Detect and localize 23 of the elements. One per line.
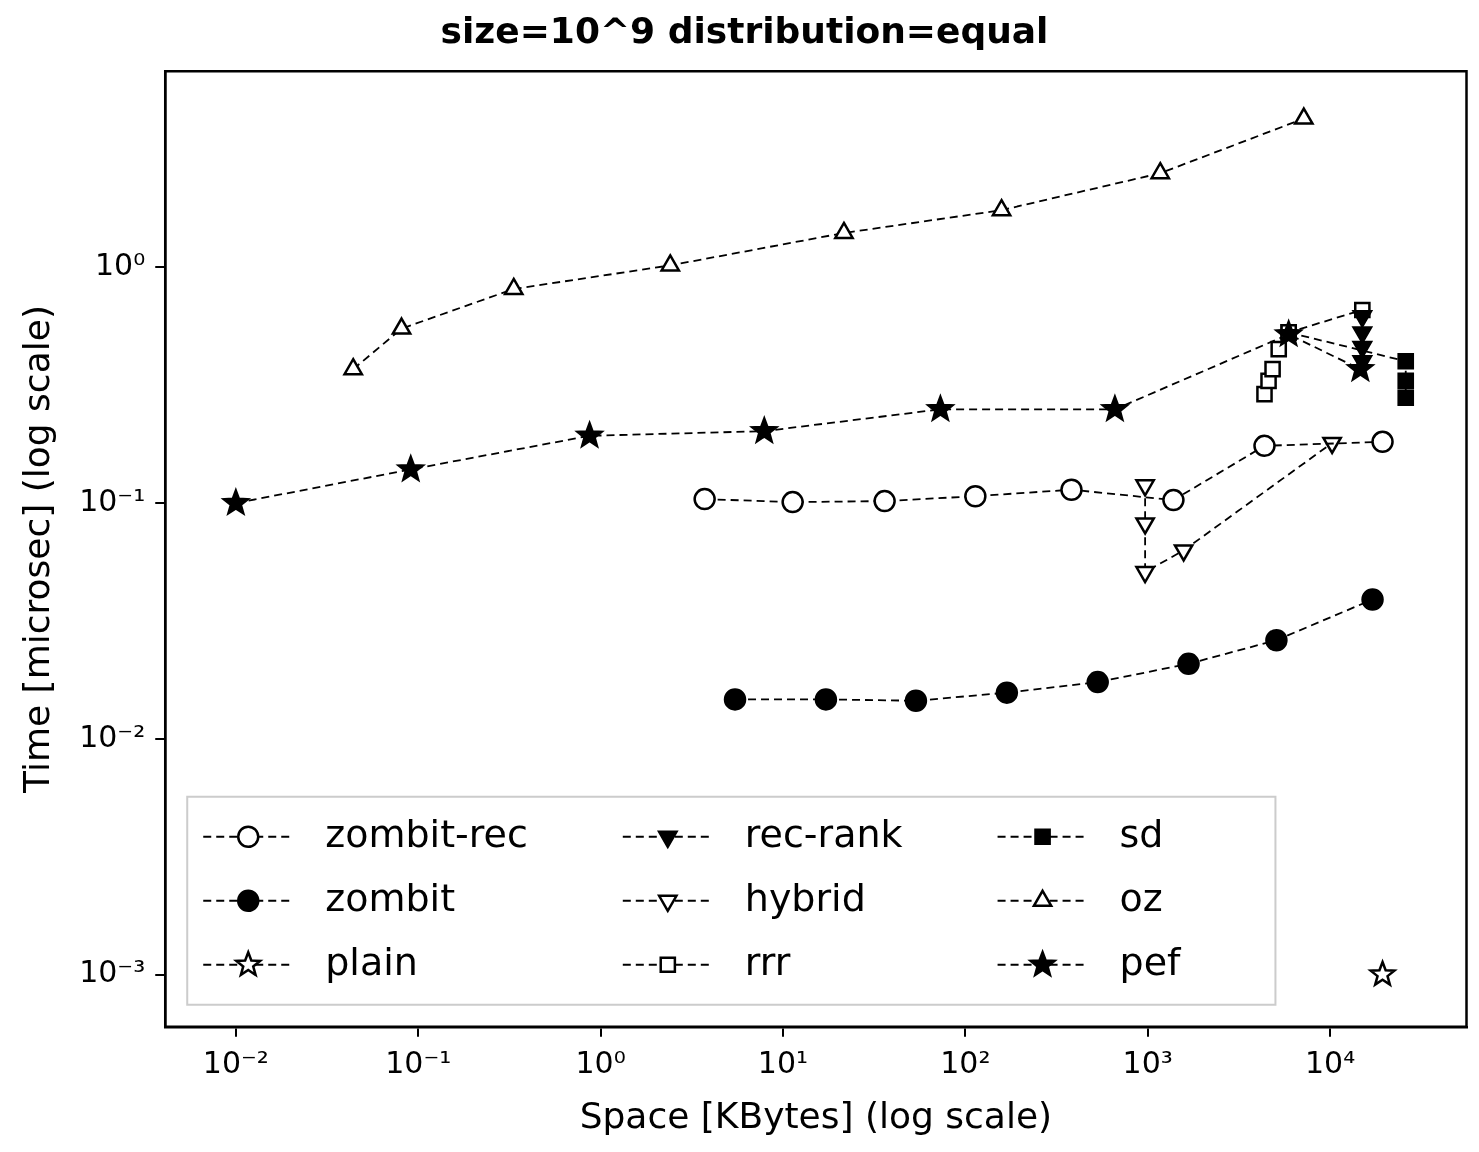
- legend-label: zombit: [325, 875, 456, 920]
- x-tick-label: 10⁻¹: [385, 1044, 452, 1080]
- y-tick-label: 10⁻¹: [79, 482, 146, 518]
- legend-label: rec-rank: [744, 811, 903, 856]
- legend-label: sd: [1119, 811, 1164, 856]
- y-tick-label: 10⁻³: [79, 954, 146, 990]
- legend-label: plain: [325, 939, 418, 984]
- chart-title: size=10^9 distribution=equal: [440, 9, 1049, 51]
- y-axis-title: Time [microsec] (log scale): [15, 305, 57, 794]
- x-tick-label: 10²: [940, 1044, 991, 1080]
- legend-label: rrr: [744, 939, 791, 984]
- x-tick-label: 10⁰: [575, 1044, 626, 1080]
- y-tick-label: 10⁻²: [79, 718, 146, 754]
- x-tick-label: 10⁴: [1304, 1044, 1356, 1080]
- x-tick-label: 10¹: [757, 1044, 809, 1080]
- legend-label: hybrid: [744, 875, 866, 920]
- y-tick-label: 10⁰: [95, 247, 146, 283]
- legend-label: oz: [1119, 875, 1163, 920]
- legend-label: zombit-rec: [325, 811, 528, 856]
- legend-label: pef: [1119, 939, 1183, 984]
- x-axis-title: Space [KBytes] (log scale): [579, 1094, 1053, 1136]
- x-tick-label: 10³: [1122, 1044, 1173, 1080]
- x-tick-label: 10⁻²: [202, 1044, 269, 1080]
